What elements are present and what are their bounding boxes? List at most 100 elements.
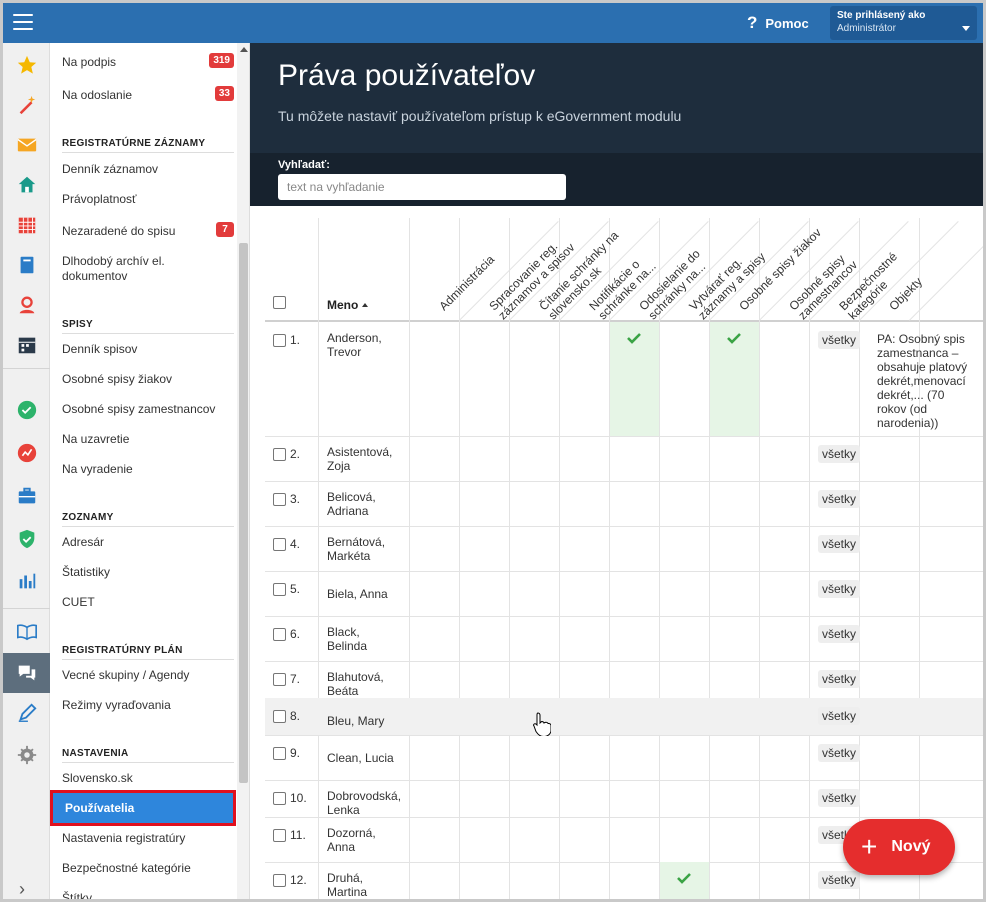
page-title: Práva používateľov [278,59,536,92]
row-checkbox[interactable] [273,628,286,641]
sidebar-item-stitky[interactable]: Štítky [62,891,93,902]
sidebar-scrollbar[interactable] [237,43,249,899]
sidebar-item-adresar[interactable]: Adresár [62,535,105,549]
book-icon[interactable] [3,245,50,285]
user-name-cell[interactable]: Dozorná, Anna [327,826,376,854]
open-book-icon[interactable] [3,611,50,651]
security-category-pill[interactable]: všetky [818,535,861,553]
chevron-right-icon[interactable]: › [19,879,25,899]
row-divider [265,780,983,781]
shield-icon[interactable] [3,519,50,559]
user-name-cell[interactable]: Bernátová, Markéta [327,535,386,563]
star-icon[interactable] [3,45,50,85]
security-category-pill[interactable]: všetky [818,625,861,643]
briefcase-icon[interactable] [3,476,50,516]
pen-icon[interactable] [3,693,50,733]
user-name-cell[interactable]: Black, Belinda [327,625,368,653]
sidebar-item-cuet[interactable]: CUET [62,595,95,609]
chat-icon[interactable] [3,653,50,693]
sidebar-item-label: Na podpis [62,55,117,69]
sidebar-item-rezimy[interactable]: Režimy vyraďovania [62,698,171,712]
wand-icon[interactable] [3,85,50,125]
row-divider [265,481,983,482]
mail-icon[interactable] [3,125,50,165]
sidebar-item-slovensko-sk[interactable]: Slovensko.sk [62,771,133,785]
checkmark-icon [677,873,691,884]
sidebar-item-bezpecnostne-kategorie[interactable]: Bezpečnostné kategórie [62,861,191,875]
name-header-label: Meno [327,298,359,312]
row-divider [265,817,983,818]
calendar-check-icon[interactable] [3,325,50,365]
sidebar-item-vecne-skupiny[interactable]: Vecné skupiny / Agendy [62,668,190,682]
sidebar-item-label: Nezaradené do spisu [62,224,176,238]
security-category-pill[interactable]: všetky [818,744,861,762]
row-checkbox[interactable] [273,710,286,723]
scroll-thumb[interactable] [239,243,248,783]
user-name-cell[interactable]: Asistentová, Zoja [327,445,393,473]
row-hover-bg [265,698,983,735]
check-circle-icon[interactable] [3,390,50,430]
bar-chart-icon[interactable] [3,561,50,601]
sidebar-item-nastavenia-registratury[interactable]: Nastavenia registratúry [62,831,186,845]
user-name-cell[interactable]: Blahutová, Beáta [327,670,384,698]
sidebar-item-na-vyradenie[interactable]: Na vyradenie [62,462,133,476]
row-checkbox[interactable] [273,829,286,842]
sidebar-item-na-uzavretie[interactable]: Na uzavretie [62,432,130,446]
row-checkbox[interactable] [273,583,286,596]
select-all-checkbox[interactable] [273,296,286,309]
user-label: Ste prihlásený ako [837,10,926,21]
search-band: Vyhľadať: [250,153,983,206]
row-checkbox[interactable] [273,874,286,887]
security-category-pill[interactable]: všetky [818,490,861,508]
security-category-pill[interactable]: všetky [818,871,861,889]
sidebar-item-na-podpis[interactable]: Na podpis 319 [62,53,234,69]
sidebar-item-spisy-zamestnancov[interactable]: Osobné spisy zamestnancov [62,402,216,416]
user-name-cell[interactable]: Clean, Lucia [327,751,394,765]
scroll-up-icon[interactable] [240,47,248,52]
user-name-cell[interactable]: Dobrovodská, Lenka [327,789,402,817]
person-icon[interactable] [3,285,50,325]
user-menu[interactable]: Ste prihlásený ako Administrátor [830,6,977,40]
sidebar-item-spisy-ziakov[interactable]: Osobné spisy žiakov [62,372,173,386]
row-number: 8. [290,709,301,723]
menu-icon[interactable] [13,14,33,30]
user-name-cell[interactable]: Belicová, Adriana [327,490,376,518]
calendar-icon[interactable] [3,205,50,245]
chart-badge-icon[interactable] [3,433,50,473]
security-category-pill[interactable]: všetky [818,580,861,598]
security-category-pill[interactable]: všetky [818,445,861,463]
user-name-cell[interactable]: Anderson, Trevor [327,331,382,359]
new-button[interactable]: + Nový [843,819,955,875]
search-label: Vyhľadať: [278,159,330,171]
sidebar-item-dennik-zaznamov[interactable]: Denník záznamov [62,162,159,176]
sidebar-item-archiv[interactable]: Dlhodobý archív el. dokumentov [62,254,165,283]
row-checkbox[interactable] [273,493,286,506]
row-checkbox[interactable] [273,792,286,805]
user-name-cell[interactable]: Biela, Anna [327,587,388,601]
row-checkbox[interactable] [273,673,286,686]
help-button[interactable]: ? Pomoc [747,13,809,33]
user-name-cell[interactable]: Bleu, Mary [327,714,385,728]
name-column-header[interactable]: Meno [327,298,369,312]
gear-icon[interactable] [3,735,50,775]
sidebar-item-pouzivatelia[interactable]: Používatelia [50,790,236,826]
rail-divider [3,608,50,609]
security-category-pill[interactable]: všetky [818,670,861,688]
home-icon[interactable] [3,165,50,205]
row-number: 6. [290,627,301,641]
sidebar-item-statistiky[interactable]: Štatistiky [62,565,111,579]
security-category-pill[interactable]: všetky [818,707,861,725]
search-input[interactable] [278,174,566,200]
row-checkbox[interactable] [273,448,286,461]
sidebar-item-dennik-spisov[interactable]: Denník spisov [62,342,138,356]
row-checkbox[interactable] [273,747,286,760]
user-name-cell[interactable]: Druhá, Martina [327,871,368,899]
sidebar-item-nezaradene[interactable]: Nezaradené do spisu 7 [62,222,234,238]
row-checkbox[interactable] [273,538,286,551]
column-divider [709,218,710,899]
sidebar-item-na-odoslanie[interactable]: Na odoslanie 33 [62,86,234,102]
security-category-pill[interactable]: všetky [818,331,861,349]
row-checkbox[interactable] [273,334,286,347]
sidebar-item-pravoplatnost[interactable]: Právoplatnosť [62,192,137,206]
security-category-pill[interactable]: všetky [818,789,861,807]
